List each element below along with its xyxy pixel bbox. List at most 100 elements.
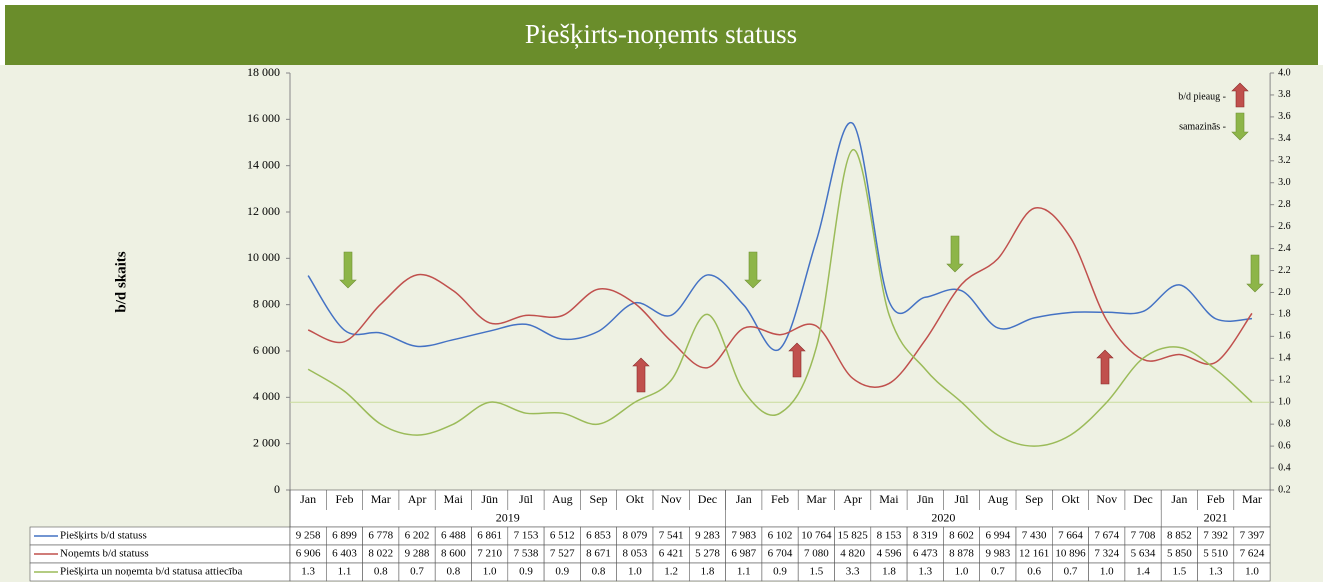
data-label: 1.5 xyxy=(809,566,823,578)
data-label: 6 853 xyxy=(586,530,611,542)
x-tick-label: Dec xyxy=(1133,492,1152,506)
data-label: 7 664 xyxy=(1058,530,1083,542)
x-tick-label: Okt xyxy=(1061,492,1080,506)
x-tick-label: Jan xyxy=(736,492,752,506)
legend-label: Noņemts b/d statuss xyxy=(60,548,149,560)
data-label: 9 283 xyxy=(695,530,720,542)
data-label: 6 512 xyxy=(550,530,575,542)
y2-tick-label: 1.0 xyxy=(1278,397,1291,408)
data-label: 4 820 xyxy=(840,548,865,560)
data-label: 5 850 xyxy=(1167,548,1192,560)
annotation: b/d pieaug - xyxy=(1178,91,1226,102)
data-label: 7 210 xyxy=(477,548,502,560)
down-arrow xyxy=(339,251,357,289)
y2-tick-label: 2.6 xyxy=(1278,221,1291,232)
data-label: 1.2 xyxy=(664,566,678,578)
x-tick-label: Mar xyxy=(1242,492,1262,506)
x-tick-label: Jūl xyxy=(519,492,534,506)
x-tick-label: Mai xyxy=(444,492,464,506)
x-tick-label: Feb xyxy=(1207,492,1225,506)
data-label: 0.6 xyxy=(1027,566,1041,578)
data-label: 6 488 xyxy=(441,530,466,542)
up-arrow xyxy=(788,342,806,378)
y2-tick-label: 0.4 xyxy=(1278,462,1291,473)
data-label: 0.8 xyxy=(446,566,460,578)
y2-tick-label: 2.4 xyxy=(1278,243,1291,254)
y2-tick-label: 3.2 xyxy=(1278,155,1291,166)
data-label: 1.5 xyxy=(1172,566,1186,578)
title-bar xyxy=(5,5,1318,65)
y2-tick-label: 4.0 xyxy=(1278,67,1291,78)
data-label: 6 899 xyxy=(332,530,357,542)
data-label: 1.8 xyxy=(701,566,715,578)
y-tick-label: 16 000 xyxy=(247,111,280,125)
data-label: 6 994 xyxy=(985,530,1010,542)
data-label: 7 674 xyxy=(1094,530,1119,542)
y2-tick-label: 2.2 xyxy=(1278,265,1291,276)
data-label: 0.8 xyxy=(374,566,388,578)
x-tick-label: Apr xyxy=(408,492,427,506)
data-label: 0.9 xyxy=(519,566,533,578)
data-label: 8 079 xyxy=(622,530,647,542)
data-label: 5 510 xyxy=(1203,548,1228,560)
data-label: 8 053 xyxy=(622,548,647,560)
data-label: 8 602 xyxy=(949,530,974,542)
data-label: 12 161 xyxy=(1019,548,1049,560)
up-arrow xyxy=(1096,349,1114,385)
data-label: 15 825 xyxy=(838,530,869,542)
x-tick-label: Aug xyxy=(552,492,573,506)
data-label: 1.1 xyxy=(737,566,751,578)
down-arrow xyxy=(1246,254,1264,293)
data-label: 7 527 xyxy=(550,548,575,560)
data-label: 6 778 xyxy=(368,530,393,542)
data-label: 6 704 xyxy=(768,548,793,560)
y2-tick-label: 0.2 xyxy=(1278,484,1291,495)
data-label: 0.9 xyxy=(555,566,569,578)
x-tick-label: Mar xyxy=(371,492,391,506)
data-label: 0.7 xyxy=(410,566,424,578)
line xyxy=(307,122,1252,352)
y-tick-label: 4 000 xyxy=(253,389,280,403)
data-label: 1.3 xyxy=(1209,566,1223,578)
x-tick-label: Okt xyxy=(626,492,645,506)
data-label: 0.7 xyxy=(1064,566,1078,578)
y2-tick-label: 2.8 xyxy=(1278,199,1291,210)
line xyxy=(307,149,1253,447)
annotation: samazinās - xyxy=(1179,121,1226,132)
y-tick-label: 12 000 xyxy=(247,204,280,218)
line xyxy=(307,207,1253,388)
y2-tick-label: 1.6 xyxy=(1278,331,1291,342)
y2-tick-label: 0.8 xyxy=(1278,418,1291,429)
data-label: 7 080 xyxy=(804,548,829,560)
data-label: 6 861 xyxy=(477,530,502,542)
legend-label: Piešķirta un noņemta b/d statusa attiecī… xyxy=(60,566,242,578)
data-label: 9 258 xyxy=(296,530,321,542)
down-arrow xyxy=(1231,112,1249,141)
x-tick-label: Aug xyxy=(988,492,1009,506)
data-label: 7 153 xyxy=(514,530,539,542)
year-label: 2021 xyxy=(1204,510,1228,524)
data-label: 7 392 xyxy=(1203,530,1228,542)
x-tick-label: Mar xyxy=(806,492,826,506)
data-label: 1.3 xyxy=(301,566,315,578)
x-tick-label: Nov xyxy=(661,492,682,506)
y-tick-label: 2 000 xyxy=(253,435,280,449)
x-tick-label: Jūn xyxy=(917,492,934,506)
data-label: 0.8 xyxy=(592,566,606,578)
data-label: 1.0 xyxy=(1245,566,1259,578)
data-label: 8 153 xyxy=(877,530,902,542)
chart-title: Piešķirts-noņemts statuss xyxy=(525,19,797,49)
y2-tick-label: 2.0 xyxy=(1278,287,1291,298)
y2-tick-label: 3.4 xyxy=(1278,133,1291,144)
data-label: 7 624 xyxy=(1240,548,1265,560)
data-label: 6 102 xyxy=(768,530,793,542)
x-tick-label: Sep xyxy=(1025,492,1043,506)
data-label: 7 324 xyxy=(1094,548,1119,560)
data-label: 7 708 xyxy=(1131,530,1156,542)
x-tick-label: Jūl xyxy=(955,492,970,506)
data-label: 1.8 xyxy=(882,566,896,578)
year-label: 2019 xyxy=(496,510,520,524)
data-label: 1.0 xyxy=(1100,566,1114,578)
